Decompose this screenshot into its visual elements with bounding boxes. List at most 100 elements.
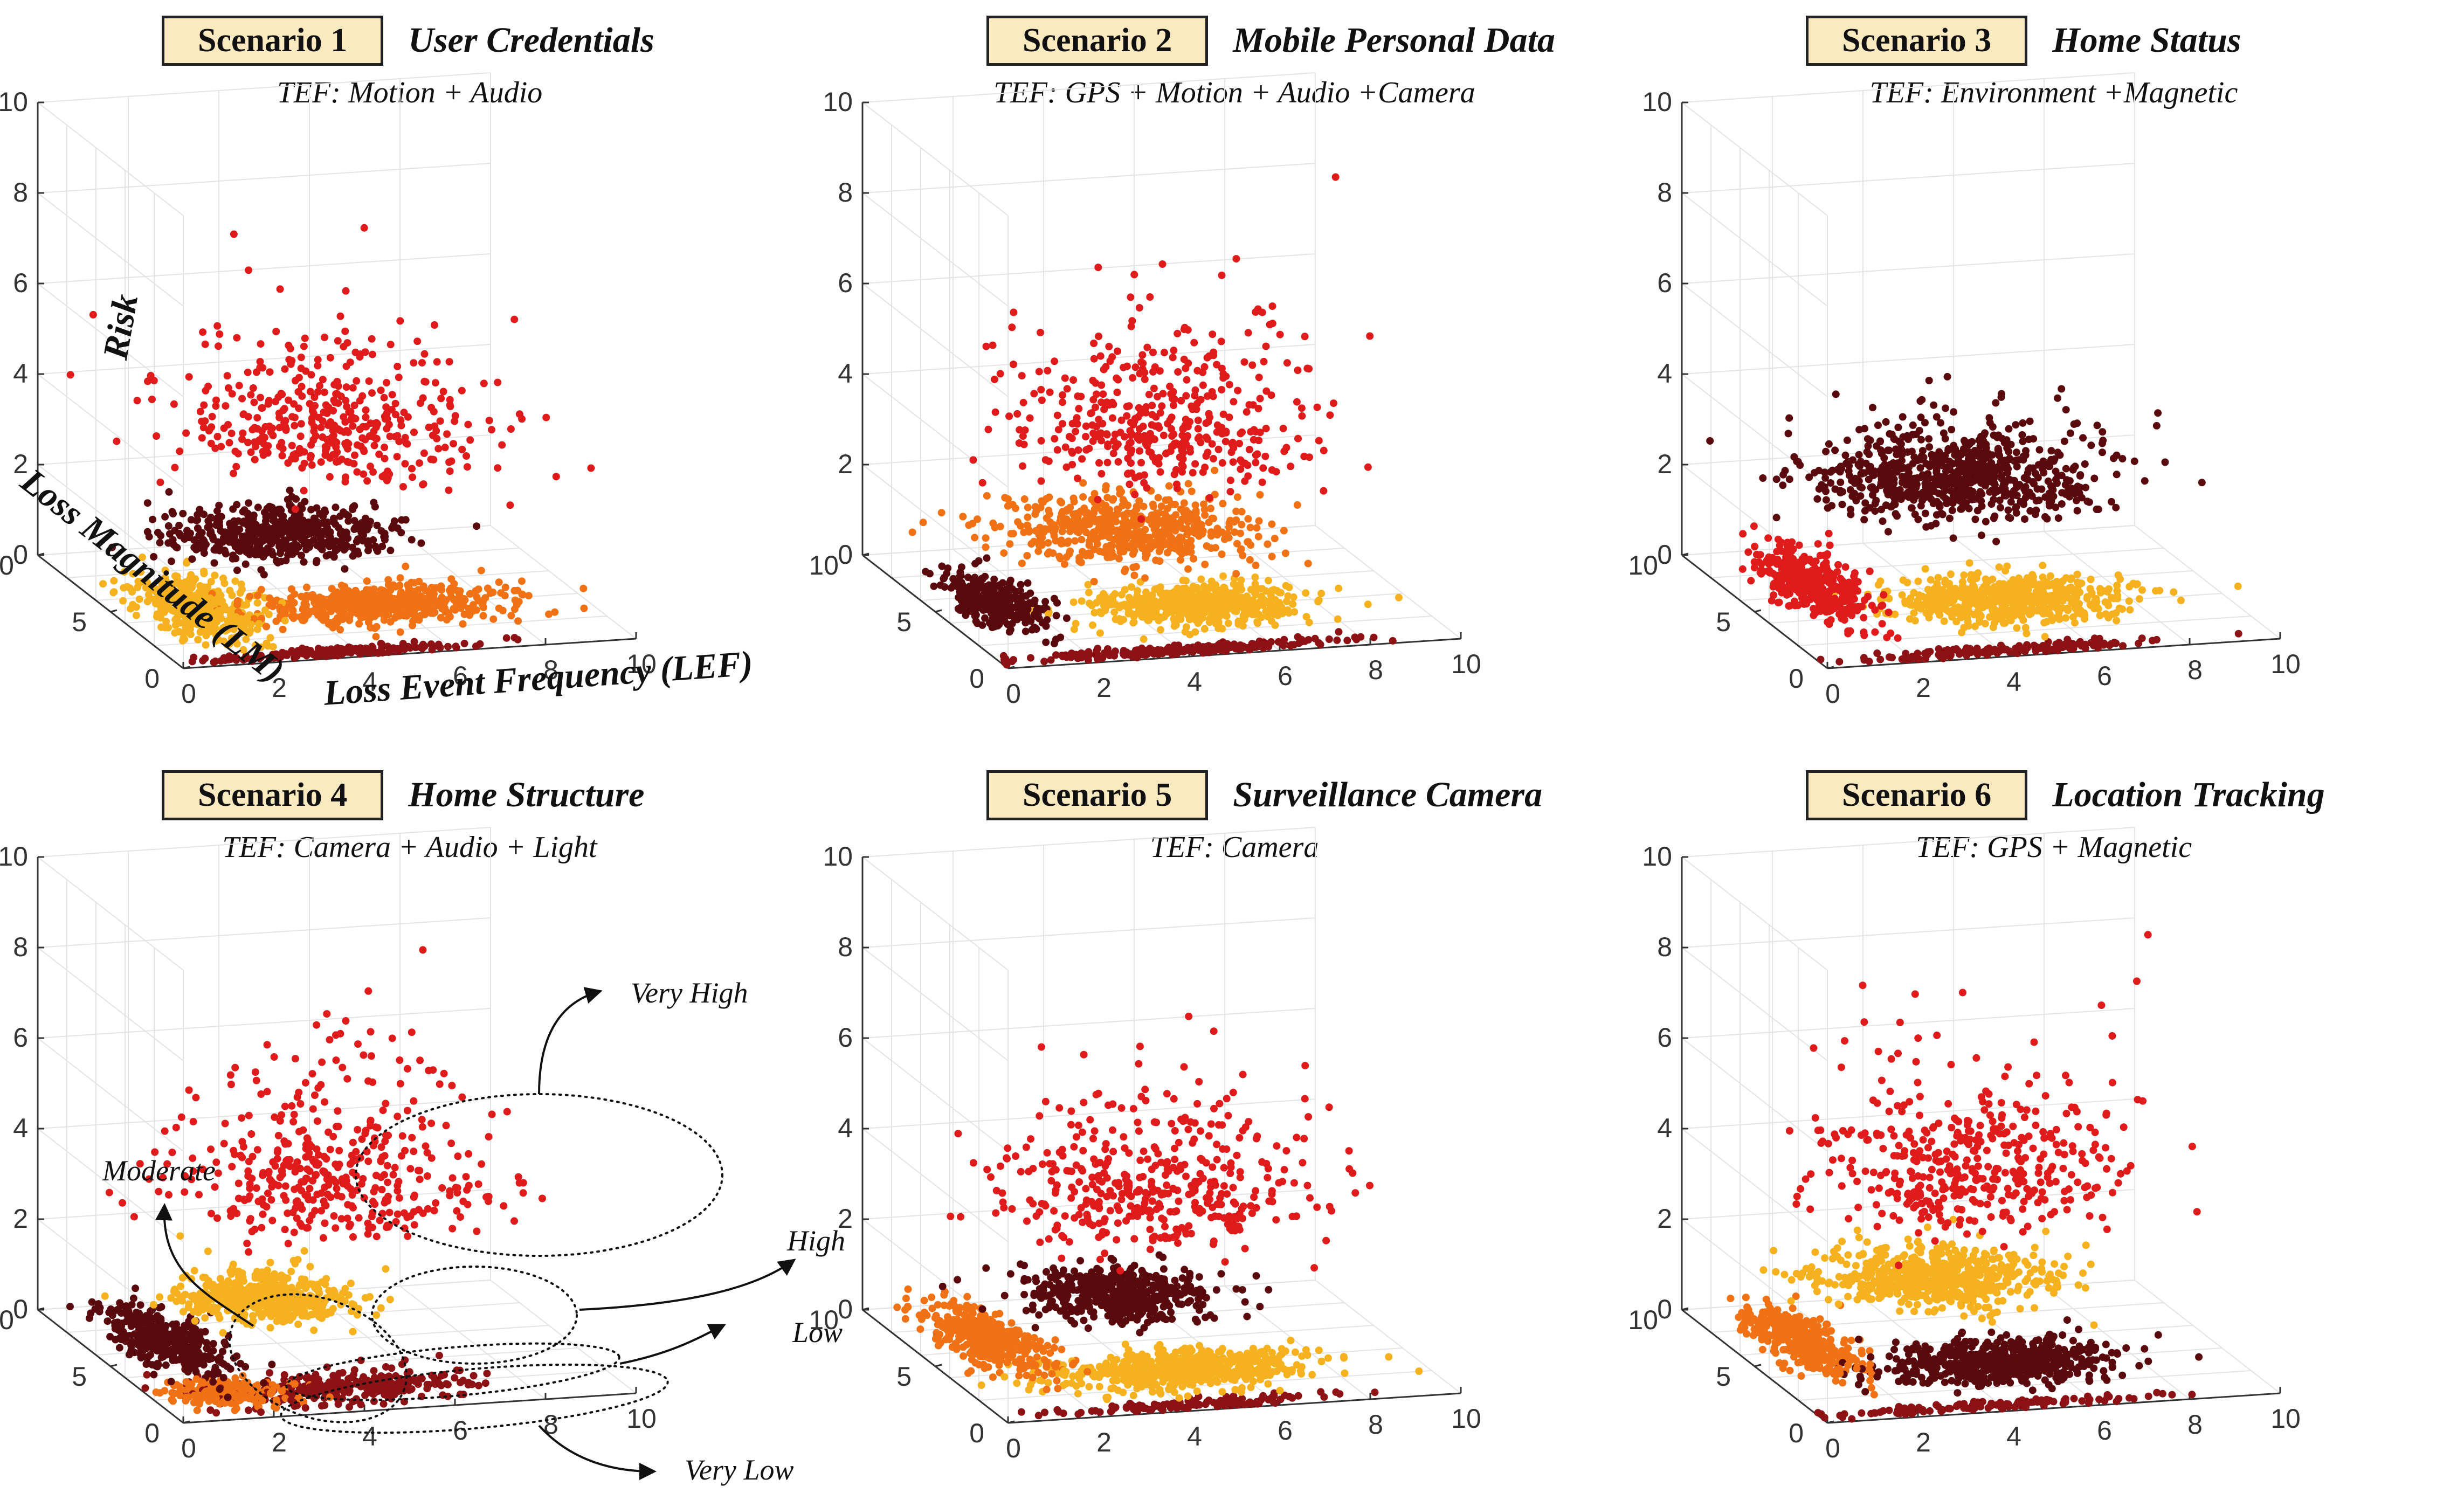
x-tick-label: 6 [1278, 661, 1293, 691]
y-tick-mark [1007, 666, 1015, 669]
point-very-high [408, 465, 416, 473]
x-tick-label: 2 [1916, 673, 1931, 703]
point-very-high [288, 413, 296, 421]
point-moderate [1937, 419, 1944, 427]
point-moderate [354, 535, 362, 543]
point-high [380, 616, 388, 624]
point-very-high [1225, 381, 1233, 389]
point-very-high [1088, 409, 1095, 417]
point-high [1152, 556, 1160, 564]
point-very-low [1265, 642, 1273, 651]
point-very-high [1232, 255, 1240, 263]
point-moderate [930, 582, 938, 590]
point-moderate [1784, 430, 1792, 438]
point-very-low [1099, 654, 1107, 662]
point-very-high [1315, 437, 1323, 445]
point-high [1255, 517, 1263, 525]
point-low [1947, 570, 1955, 578]
point-very-high [991, 408, 999, 416]
point-moderate [171, 527, 179, 535]
point-moderate [1868, 483, 1876, 491]
point-low [199, 584, 207, 592]
point-high [518, 577, 526, 585]
point-high [1180, 509, 1188, 517]
point-low [1265, 577, 1272, 585]
point-high [1024, 503, 1032, 511]
point-moderate [252, 521, 260, 529]
point-very-high [1778, 547, 1786, 555]
grid [1681, 72, 2281, 669]
point-very-low [326, 651, 334, 659]
point-very-high [291, 377, 299, 385]
point-very-high [1313, 403, 1321, 411]
point-high [982, 534, 990, 542]
point-very-low [1287, 642, 1295, 650]
point-moderate [1866, 462, 1874, 471]
point-low [1184, 612, 1192, 620]
point-low [1118, 591, 1126, 599]
point-very-high [288, 357, 296, 365]
point-very-high [1297, 404, 1306, 412]
point-very-high [360, 446, 368, 454]
point-very-high [1154, 392, 1162, 400]
point-very-high [1155, 460, 1163, 468]
point-very-high [400, 409, 408, 417]
point-very-high [518, 415, 526, 423]
point-very-low [452, 644, 460, 652]
point-very-high [227, 430, 236, 438]
point-very-high [374, 420, 382, 428]
point-low [263, 639, 271, 647]
point-very-high [1298, 412, 1306, 420]
point-moderate [340, 508, 347, 516]
point-moderate [202, 541, 210, 549]
point-high [1130, 513, 1138, 521]
point-very-high [1062, 463, 1071, 471]
point-very-high [1019, 432, 1027, 440]
point-very-low [378, 649, 386, 657]
point-high [1067, 520, 1075, 528]
point-moderate [1972, 465, 1980, 473]
point-very-high [377, 386, 385, 395]
point-very-high [1156, 367, 1164, 375]
point-moderate [217, 527, 225, 535]
point-high [474, 597, 482, 605]
point-moderate [1930, 401, 1938, 409]
point-high [1189, 513, 1197, 521]
point-moderate [207, 514, 215, 522]
point-low [1364, 600, 1372, 609]
point-very-high [510, 315, 519, 323]
point-high [1150, 511, 1158, 519]
z-tick-label: 8 [1657, 177, 1672, 208]
point-high [1239, 551, 1247, 559]
grid-line [37, 72, 491, 103]
point-moderate [329, 539, 337, 547]
point-very-high [1178, 468, 1186, 476]
point-moderate [1994, 445, 2002, 453]
point-moderate [2070, 420, 2078, 428]
point-moderate [312, 558, 320, 566]
point-very-high [1262, 342, 1270, 350]
point-very-high [1221, 438, 1230, 446]
point-moderate [1885, 446, 1893, 454]
point-very-high [1272, 468, 1280, 476]
x-tick-label: 6 [2097, 661, 2112, 691]
point-low [1239, 612, 1247, 619]
point-very-high [256, 358, 264, 365]
z-tick-label: 0 [1657, 540, 1672, 570]
point-very-high [279, 445, 287, 453]
point-very-high [1088, 421, 1096, 429]
point-high [1024, 513, 1032, 521]
point-high [1069, 494, 1078, 502]
point-very-high [1769, 570, 1777, 578]
point-high [1146, 541, 1154, 549]
point-low [1921, 565, 1929, 573]
point-high [510, 605, 519, 613]
point-very-high [1127, 322, 1135, 330]
point-very-high [1073, 420, 1081, 428]
point-low [161, 624, 169, 632]
point-very-low [1301, 637, 1309, 645]
point-very-high [1148, 402, 1156, 410]
point-very-high [291, 505, 299, 513]
point-high [334, 618, 342, 626]
point-high [1246, 523, 1254, 531]
